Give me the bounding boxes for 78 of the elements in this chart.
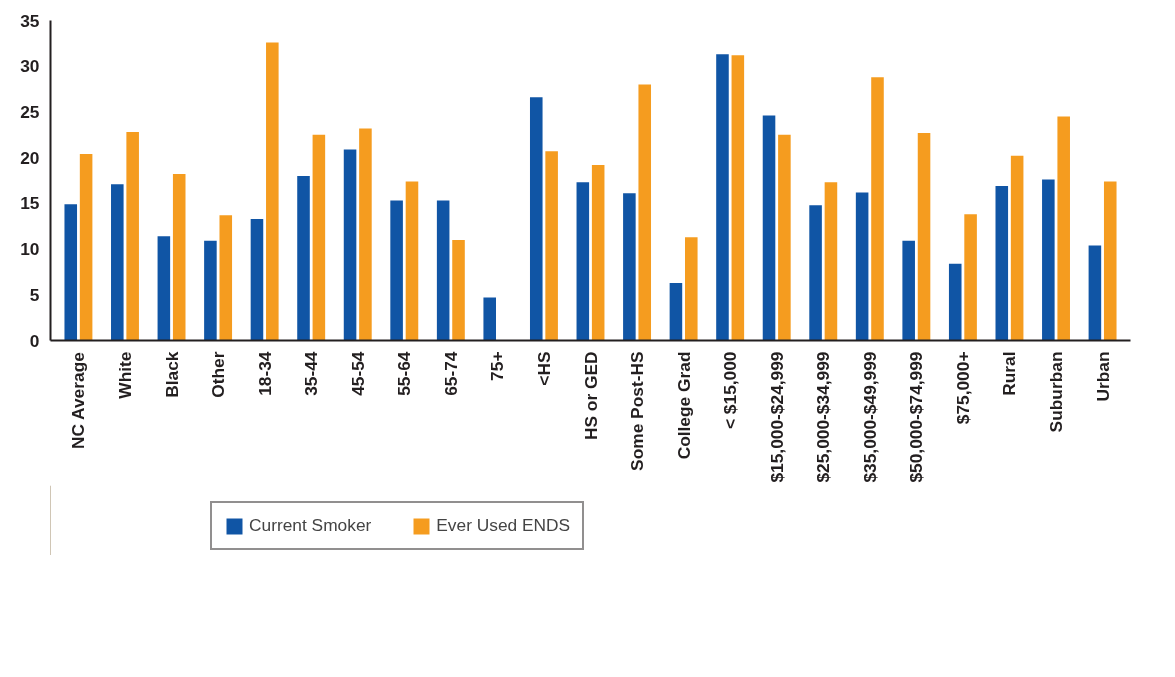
bar [157, 236, 171, 341]
bar [1103, 181, 1117, 341]
x-tick-label: White [114, 351, 135, 399]
bar [964, 214, 977, 341]
x-tick-label: 75+ [487, 351, 508, 381]
x-tick-label: Black [161, 351, 182, 398]
bar [902, 240, 915, 341]
x-tick-label: Other [208, 351, 229, 398]
y-tick-label: 5 [29, 284, 40, 305]
bar [111, 184, 124, 341]
x-tick-label: Some Post-HS [627, 351, 648, 471]
bar [591, 164, 605, 341]
bar [64, 204, 78, 341]
bar [1010, 155, 1024, 341]
legend-label: Ever Used ENDS [436, 515, 571, 536]
bar [1088, 245, 1102, 341]
bar [1042, 179, 1055, 341]
bar [405, 181, 419, 341]
bar [172, 174, 186, 341]
x-tick-label: Urban [1092, 351, 1113, 402]
x-tick-label: $35,000-$49,999 [859, 351, 880, 483]
x-tick-label: 65-74 [440, 351, 461, 396]
bar [452, 239, 465, 341]
y-tick-label: 20 [20, 147, 40, 168]
bar [483, 297, 496, 341]
x-tick-label: 55-64 [394, 351, 415, 396]
bar [824, 182, 838, 341]
bar [545, 151, 558, 341]
bar [126, 132, 139, 341]
bar [390, 200, 403, 341]
bar [685, 237, 698, 341]
bar [436, 200, 450, 341]
bar [917, 132, 931, 341]
legend-label: Current Smoker [249, 515, 372, 536]
y-tick-label: 30 [20, 56, 40, 77]
bar [79, 153, 93, 341]
y-tick-label: 35 [20, 10, 40, 31]
bar [1057, 116, 1070, 341]
y-tick-label: 25 [20, 101, 40, 122]
bar [638, 84, 652, 341]
bar [312, 134, 326, 341]
bar [855, 192, 869, 341]
x-tick-label: $75,000+ [952, 351, 973, 425]
x-tick-label: $15,000-$24,999 [766, 351, 787, 483]
bar [762, 115, 776, 341]
bar [995, 185, 1009, 341]
bar [731, 55, 745, 341]
y-tick-label: 10 [20, 239, 40, 260]
x-tick-label: <HS [533, 351, 554, 386]
y-tick-label: 0 [29, 330, 40, 351]
x-tick-label: $25,000-$34,999 [813, 351, 834, 483]
bar [778, 134, 791, 341]
x-tick-label: Rural [999, 351, 1020, 396]
bar [529, 97, 543, 341]
y-tick-label: 15 [20, 193, 40, 214]
bar [871, 77, 884, 341]
x-tick-label: HS or GED [580, 351, 601, 441]
bar [219, 215, 233, 341]
x-tick-label: 18-34 [254, 351, 275, 396]
bar [359, 128, 372, 341]
bar [266, 42, 279, 341]
bar [716, 54, 729, 341]
bar [669, 282, 683, 341]
bar [297, 175, 310, 341]
bar [343, 149, 357, 341]
x-tick-label: 35-44 [301, 351, 322, 396]
bar [204, 240, 217, 341]
bar [948, 263, 962, 341]
bar [250, 218, 264, 341]
x-tick-label: Suburban [1046, 351, 1067, 433]
x-tick-label: College Grad [673, 351, 694, 460]
bar [809, 205, 822, 341]
x-tick-label: $50,000-$74,999 [906, 351, 927, 483]
x-tick-label: NC Average [68, 351, 89, 450]
x-tick-label: < $15,000 [720, 351, 741, 430]
bar [623, 193, 636, 341]
x-tick-label: 45-54 [347, 351, 368, 396]
bar [576, 182, 590, 341]
